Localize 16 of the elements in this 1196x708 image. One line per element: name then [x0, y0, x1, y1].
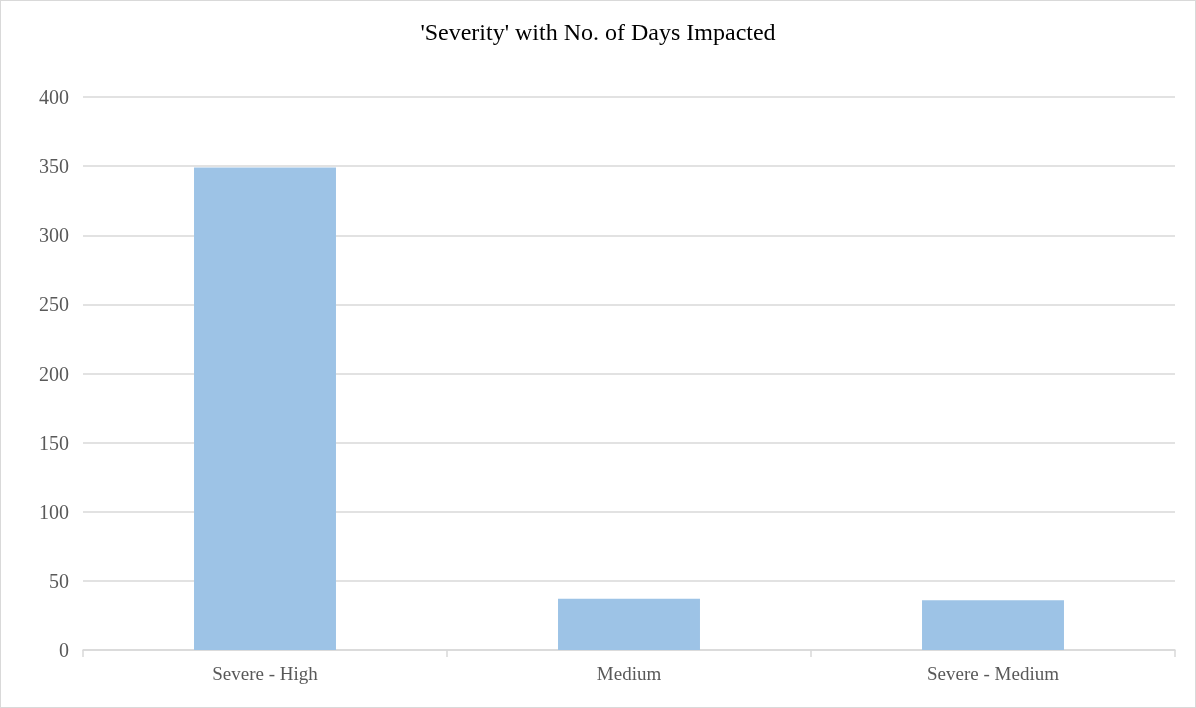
x-tick-label: Severe - High [212, 663, 319, 684]
y-tick-label: 150 [39, 431, 69, 454]
y-tick-label: 200 [39, 362, 69, 385]
bar [194, 167, 336, 650]
y-tick-label: 350 [39, 155, 69, 178]
chart-title: 'Severity' with No. of Days Impacted [420, 19, 776, 45]
bar [922, 600, 1064, 650]
x-tick-label: Severe - Medium [927, 663, 1060, 684]
y-tick-label: 0 [59, 639, 69, 661]
x-tick-label: Medium [596, 663, 662, 684]
y-tick-label: 100 [39, 500, 69, 523]
y-tick-label: 300 [39, 224, 69, 247]
y-tick-label: 50 [49, 569, 69, 592]
y-tick-label: 400 [39, 86, 69, 108]
bar [558, 598, 700, 650]
y-tick-label: 250 [39, 293, 69, 316]
